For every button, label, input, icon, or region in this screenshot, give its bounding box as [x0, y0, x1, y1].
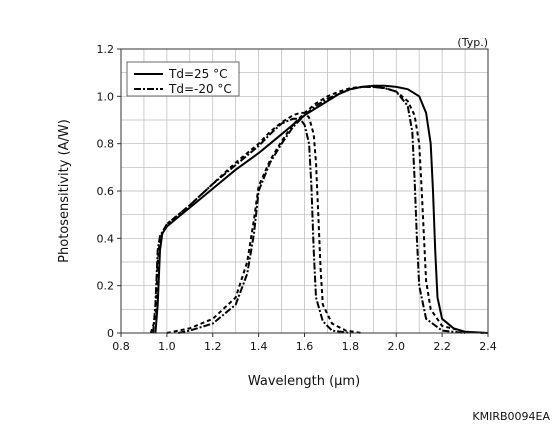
y-tick-label: 0.2 [97, 280, 115, 293]
x-tick-label: 1.2 [204, 340, 222, 353]
legend-label-solid: Td=25 °C [168, 67, 227, 81]
series-line-4-dashed [166, 85, 484, 334]
y-tick-label: 0.4 [97, 232, 115, 245]
tick-labels: 0.8 1.0 1.2 1.4 1.6 1.8 2.0 2.2 2.4 0 0.2 0.4 0.6 0.8… [97, 43, 497, 353]
x-axis-label: Wavelength (µm) [248, 374, 360, 389]
legend-box [126, 61, 240, 97]
x-tick-label: 0.8 [112, 340, 130, 353]
figure-code: KMIRB0094EA [472, 410, 550, 423]
x-tick-label: 1.8 [342, 340, 360, 353]
y-axis-label: Photosensitivity (A/W) [57, 119, 72, 263]
grid-lines [121, 49, 488, 333]
y-tick-label: 1.2 [97, 43, 115, 56]
x-tick-label: 1.0 [158, 340, 176, 353]
corner-note: (Typ.) [457, 36, 488, 49]
series-line-3-dashed [149, 111, 362, 334]
y-tick-label: 1.0 [97, 90, 115, 103]
series-layer [149, 84, 489, 334]
axes [117, 48, 489, 337]
x-tick-label: 1.6 [296, 340, 314, 353]
y-tick-label: 0.6 [97, 185, 115, 198]
series-line-1-solid [154, 84, 489, 334]
y-tick-label: 0 [107, 327, 114, 340]
x-tick-label: 2.4 [479, 340, 497, 353]
legend: Td=25 °C Td=-20 °C [126, 61, 240, 97]
x-tick-label: 2.0 [388, 340, 406, 353]
x-tick-label: 2.2 [433, 340, 451, 353]
series-line-2-dash-dot [152, 117, 351, 334]
legend-label-dashdot: Td=-20 °C [168, 82, 232, 96]
x-tick-label: 1.4 [250, 340, 268, 353]
y-tick-label: 0.8 [97, 138, 115, 151]
series-line-5-dash-dot [178, 85, 466, 334]
